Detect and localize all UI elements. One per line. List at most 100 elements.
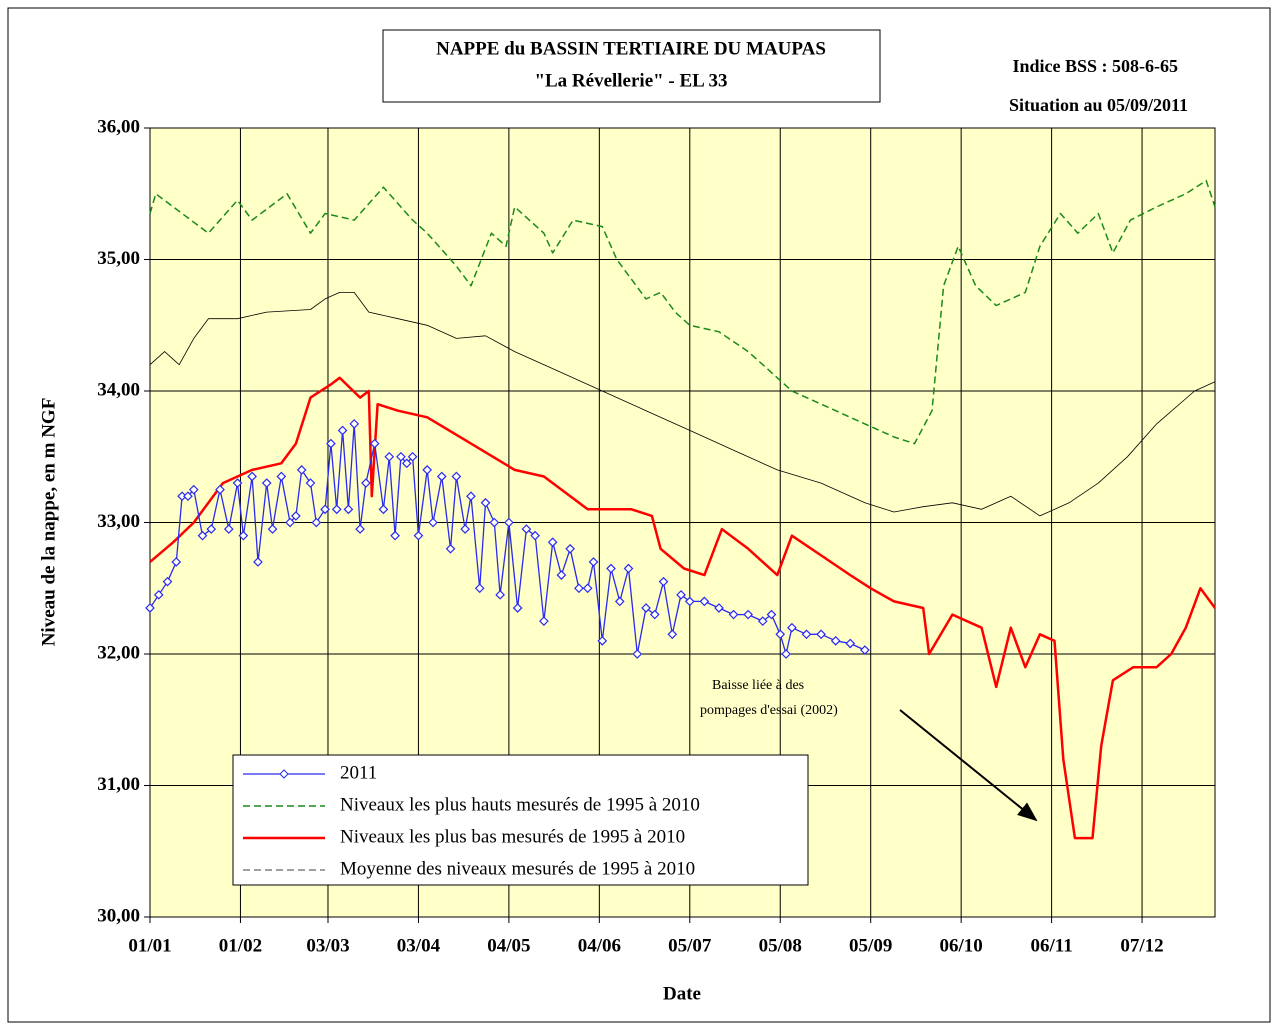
data-point [390, 530, 400, 541]
legend-label: Niveaux les plus hauts mesurés de 1995 à… [340, 794, 700, 815]
data-point [445, 543, 456, 554]
data-point [588, 557, 599, 567]
data-point [860, 645, 870, 655]
x-axis-label: Date [663, 983, 701, 1004]
data-point [349, 419, 360, 429]
data-point [285, 517, 295, 528]
data-point [474, 583, 485, 594]
data-point [396, 451, 406, 462]
data-point [743, 609, 753, 620]
data-point [188, 484, 199, 495]
x-tick-label: 05/08 [759, 935, 802, 956]
data-point [238, 530, 249, 541]
data-point [830, 636, 841, 646]
data-point [614, 596, 625, 607]
subtitle: Situation au 05/09/2011 [1009, 95, 1188, 115]
data-point [565, 543, 576, 554]
data-point [816, 629, 826, 640]
chart-title: NAPPE du BASSIN TERTIAIRE DU MAUPAS [436, 38, 826, 59]
data-point [606, 563, 616, 574]
data-point [658, 576, 669, 587]
data-point [504, 517, 514, 528]
data-point [547, 537, 558, 548]
legend-label: Niveaux les plus bas mesurés de 1995 à 2… [340, 826, 685, 847]
data-point [428, 517, 438, 528]
subtitle: Indice BSS : 508-6-65 [1012, 56, 1178, 76]
data-point [247, 471, 257, 482]
data-point [623, 563, 634, 574]
data-point [489, 517, 500, 528]
y-tick-label: 35,00 [97, 248, 140, 269]
data-point [326, 438, 336, 449]
data-point [714, 603, 724, 613]
data-point [401, 458, 412, 469]
data-point [460, 524, 470, 534]
x-tick-label: 05/07 [668, 935, 712, 956]
data-point [413, 530, 424, 541]
title-box [382, 29, 881, 103]
data-point [276, 471, 287, 482]
data-point [223, 524, 234, 534]
annotation-arrow [899, 709, 1038, 822]
data-point [384, 451, 395, 462]
data-point [632, 649, 643, 659]
data-point [215, 484, 225, 495]
data-point [267, 524, 278, 534]
data-point [684, 596, 695, 607]
data-point [162, 576, 173, 587]
data-point [451, 471, 462, 482]
y-axis-label: Niveau de la nappe, en m NGF [38, 398, 59, 647]
y-tick-label: 32,00 [97, 642, 140, 663]
data-point [699, 596, 710, 607]
data-point [781, 649, 791, 659]
data-point [343, 504, 354, 515]
x-tick-label: 04/06 [578, 935, 621, 956]
data-point [787, 622, 797, 633]
legend-label: Moyenne des niveaux mesurés de 1995 à 20… [340, 858, 695, 879]
data-point [641, 603, 651, 613]
x-tick-label: 03/04 [397, 935, 441, 956]
x-tick-label: 06/11 [1030, 935, 1072, 956]
data-point [145, 603, 155, 613]
data-point [582, 583, 593, 594]
x-tick-label: 04/05 [487, 935, 530, 956]
data-point [253, 557, 263, 567]
annotation: pompages d'essai (2002) [700, 703, 838, 718]
data-point [337, 425, 348, 436]
annotation: Baisse liée à des [712, 678, 804, 693]
series-line [149, 292, 1216, 517]
legend [232, 754, 809, 886]
y-tick-label: 30,00 [97, 905, 140, 926]
data-point [361, 478, 371, 488]
y-tick-label: 34,00 [97, 379, 140, 400]
data-point [291, 511, 301, 521]
data-point [728, 609, 739, 620]
data-point [407, 451, 418, 462]
data-point [296, 465, 307, 475]
data-point [206, 524, 217, 534]
data-point [355, 524, 365, 534]
data-point [311, 517, 322, 528]
y-tick-label: 33,00 [97, 511, 140, 532]
chart-title: "La Révellerie" - EL 33 [534, 70, 727, 91]
x-tick-label: 03/03 [306, 935, 349, 956]
data-point [232, 478, 243, 488]
data-point [521, 524, 532, 534]
data-point [466, 491, 476, 502]
data-point [574, 583, 584, 594]
data-point [183, 491, 193, 502]
y-tick-label: 31,00 [97, 774, 140, 795]
data-point [801, 629, 812, 640]
x-tick-label: 06/10 [940, 935, 983, 956]
data-point [320, 504, 330, 515]
data-point [480, 497, 491, 508]
series-line [149, 376, 1217, 840]
data-point [261, 478, 272, 488]
data-point [845, 638, 856, 649]
data-point [530, 530, 540, 541]
data-point [757, 616, 768, 626]
data-point [197, 530, 208, 541]
data-point [171, 557, 182, 567]
data-point [331, 504, 342, 515]
data-point [495, 589, 505, 600]
